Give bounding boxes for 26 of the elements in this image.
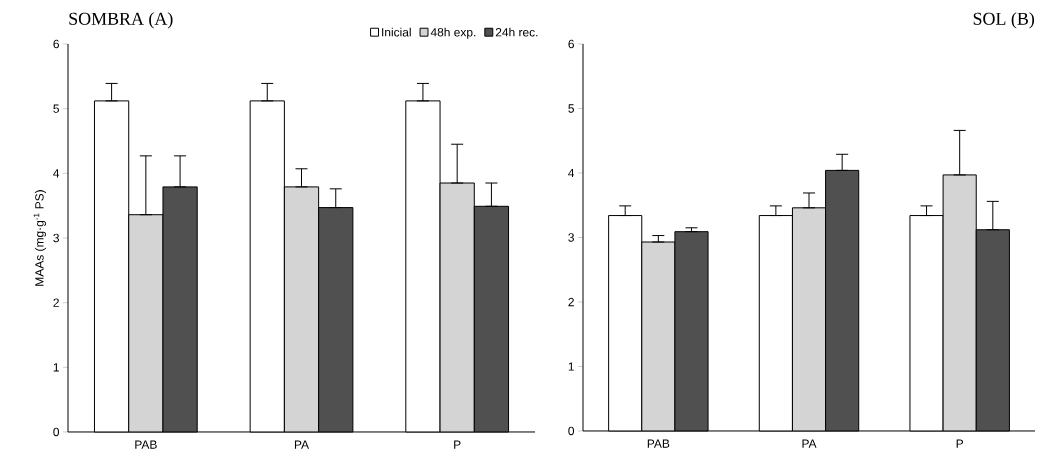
y-tick-label: 3 <box>568 233 574 242</box>
legend-label: 48h exp. <box>430 27 476 39</box>
y-tick-label: 6 <box>568 39 574 49</box>
chart-title: SOL (B) <box>973 12 1035 29</box>
x-tick-label: PA <box>294 440 310 449</box>
y-tick-label: 5 <box>568 104 574 113</box>
y-tick-label: 1 <box>568 362 574 371</box>
x-tick-label: P <box>956 439 964 448</box>
y-tick-label: 0 <box>568 426 575 436</box>
x-tick-label: PAB <box>135 440 157 449</box>
y-tick-label: 2 <box>568 297 574 307</box>
legend-label: Inicial <box>382 27 411 37</box>
y-tick-label: 4 <box>53 169 60 178</box>
x-tick-label: P <box>454 440 461 449</box>
y-tick-label: 2 <box>53 298 59 307</box>
x-tick-label: PA <box>802 439 817 448</box>
y-axis-title: MAAs (mg·g$^{-1}$ PS) <box>33 190 47 286</box>
x-tick-label: PAB <box>647 439 670 448</box>
y-tick-label: 3 <box>53 233 59 243</box>
y-tick-label: 4 <box>568 168 575 178</box>
y-tick-label: 0 <box>53 427 60 437</box>
legend-label: 24h rec. <box>495 27 538 37</box>
chart-title: SOMBRA (A) <box>69 12 173 29</box>
y-tick-label: 6 <box>53 39 59 49</box>
y-tick-label: 1 <box>53 363 59 372</box>
y-tick-label: 5 <box>53 104 59 113</box>
